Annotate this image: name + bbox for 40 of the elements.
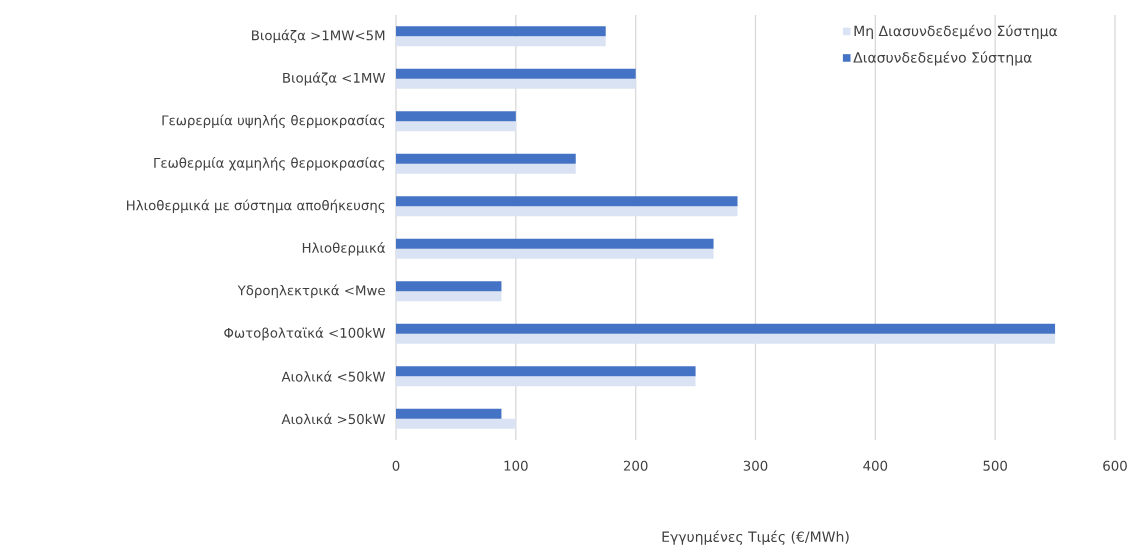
bar — [396, 163, 576, 174]
y-tick-label: Γεωρερμία υψηλής θερμοκρασίας — [162, 114, 385, 128]
bar — [396, 291, 502, 302]
bar — [396, 196, 738, 207]
y-tick-label: Ηλιοθερμικά — [302, 242, 385, 256]
y-tick-label: Γεωθερμία χαμηλής θερμοκρασίας — [154, 157, 385, 171]
bar — [396, 281, 502, 292]
x-tick-label: 100 — [504, 460, 528, 471]
bar — [396, 376, 696, 387]
y-tick-label: Φωτοβολταϊκά <100kW — [224, 327, 386, 341]
bar — [396, 418, 516, 429]
y-tick-label: Βιομάζα <1MW — [283, 72, 386, 86]
bar — [396, 248, 714, 259]
bar — [396, 68, 636, 79]
x-axis-title: Εγγυημένες Τιμές (€/MWh) — [662, 530, 849, 545]
x-tick-label: 500 — [983, 460, 1008, 471]
bar — [396, 121, 516, 132]
x-tick-label: 400 — [863, 460, 888, 471]
bar — [396, 153, 576, 164]
bar — [396, 333, 1056, 344]
bar — [396, 78, 636, 89]
y-tick-label: Αιολικά >50kW — [281, 413, 386, 425]
y-tick-label: Ηλιοθερμικά με σύστημα αποθήκευσης — [127, 199, 385, 213]
y-tick-label: Βιομάζα >1MW<5M — [252, 29, 385, 43]
bar — [396, 408, 502, 419]
x-tick-label: 300 — [743, 460, 768, 471]
x-tick-label: 0 — [392, 460, 400, 471]
x-tick-label: 200 — [623, 460, 648, 471]
bar — [396, 238, 714, 249]
bar — [396, 111, 516, 122]
bar — [396, 366, 696, 377]
bar — [396, 323, 1056, 334]
legend-label: Διασυνδεδεμένο Σύστημα — [853, 51, 1032, 66]
bar — [396, 26, 606, 37]
legend-label: Μη Διασυνδεδεμένο Σύστημα — [854, 24, 1058, 39]
y-tick-label: Αιολικά <50kW — [281, 370, 386, 382]
bar — [396, 36, 606, 47]
bar — [396, 206, 738, 217]
y-tick-label: Υδροηλεκτρικά <Mwe — [237, 284, 385, 298]
x-tick-label: 600 — [1103, 460, 1127, 471]
